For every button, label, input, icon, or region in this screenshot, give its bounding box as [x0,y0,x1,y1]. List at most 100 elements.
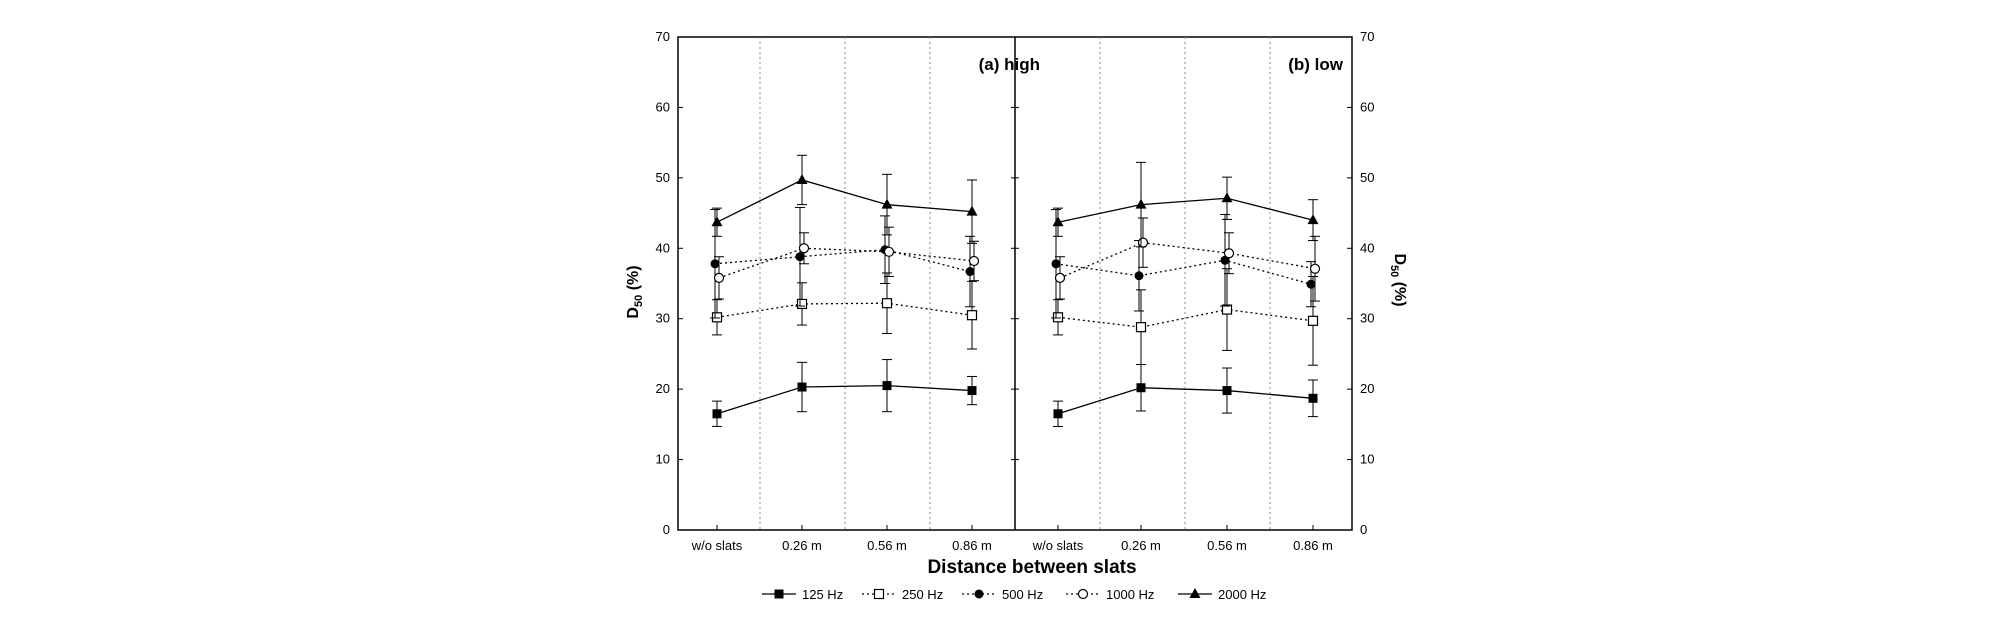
x-tick-label: 0.26 m [782,538,822,553]
data-point [1221,192,1233,203]
series-125-hz [712,359,977,427]
data-point [1136,383,1146,393]
data-point [798,243,810,254]
series-line [1055,259,1312,285]
y-tick-label-left: 70 [656,29,670,44]
x-tick-label: 0.86 m [1293,538,1333,553]
panel-a [710,154,980,427]
data-point [711,216,723,227]
x-axis: w/o slats 0.26 m 0.56 m 0.86 m w/o slats 0.26… [691,525,1333,553]
series-line [714,249,971,273]
y-tick-label-right: 40 [1360,240,1374,255]
series-line [1059,241,1316,279]
data-point [966,205,978,216]
x-tick-label: 0.56 m [867,538,907,553]
y-axis-label-right: D50 (%) [1388,253,1408,306]
y-tick-label-left: 60 [656,99,670,114]
series-line [716,384,973,415]
y-tick-label-right: 10 [1360,452,1374,467]
series-250-hz [1052,268,1319,366]
y-tick-label-right: 70 [1360,29,1374,44]
data-point [965,267,975,277]
data-point [1053,409,1063,419]
data-point [711,312,723,323]
data-point [1135,322,1147,333]
series-line [1057,308,1314,328]
data-point [883,246,895,257]
data-point [881,198,893,209]
data-point [1189,588,1201,598]
data-point [1306,279,1316,289]
series-2000-hz [1052,161,1319,248]
data-point [1077,588,1089,600]
data-point [796,173,808,184]
data-point [1221,304,1233,315]
panel-b-title: (b) low [1288,55,1344,74]
data-point [1307,214,1319,225]
data-point [1052,216,1064,227]
y-axis-label-left: D50 (%) [625,265,645,318]
data-point [1134,271,1144,281]
data-point [873,588,885,600]
data-point [968,255,980,267]
y-tick-label-left: 50 [656,170,670,185]
data-point [795,252,805,262]
data-point [1220,255,1230,265]
data-point [1308,393,1318,403]
data-point [1135,198,1147,209]
series-1000-hz [1054,217,1321,302]
y-tick-label-left: 10 [656,452,670,467]
data-point [710,259,720,269]
y-tick-label-left: 20 [656,381,670,396]
series-line [716,302,973,318]
data-point [881,298,893,309]
x-tick-label: 0.86 m [952,538,992,553]
data-point [774,589,784,599]
data-point [712,409,722,419]
plot-area [677,36,1353,531]
y-axis-left: 0 10 20 30 40 50 60 70 [656,29,1019,537]
data-point [796,298,808,310]
data-point [1052,312,1064,323]
data-point [882,381,892,391]
legend-label: 2000 Hz [1218,587,1266,602]
series-125-hz [1053,363,1318,427]
legend-label: 500 Hz [1002,587,1043,602]
data-point [1137,237,1149,248]
legend: 125 Hz 250 Hz 500 Hz 1000 Hz 2000 Hz [762,587,1266,602]
y-tick-label-left: 40 [656,240,670,255]
series-250-hz [711,272,978,350]
y-tick-label-right: 20 [1360,381,1374,396]
x-tick-label: 0.26 m [1121,538,1161,553]
series-500-hz [1051,209,1316,319]
data-point [974,589,984,599]
series-line [1057,387,1314,415]
x-axis-label: Distance between slats [927,557,1136,578]
panel-b [1051,161,1321,427]
y-tick-label-right: 60 [1360,99,1374,114]
data-point [1222,386,1232,396]
data-point [966,310,978,321]
panel-a-title: (a) high [979,55,1040,74]
data-point [1054,272,1066,283]
y-tick-label-left: 0 [663,522,670,537]
series-line [1057,197,1314,223]
data-point [1223,248,1235,259]
data-point [713,272,725,283]
data-point [1307,315,1319,326]
y-axis-right: 0 10 20 30 40 50 60 70 [1347,29,1374,537]
series-line [716,179,973,223]
series-2000-hz [711,154,978,244]
y-tick-label-right: 0 [1360,522,1367,537]
x-tick-label: w/o slats [1032,538,1084,553]
data-point [797,382,807,392]
data-point [967,386,977,396]
x-tick-label: w/o slats [691,538,743,553]
y-tick-label-right: 50 [1360,170,1374,185]
series-500-hz [710,206,975,319]
data-point [1051,259,1061,269]
data-point [1309,263,1321,274]
series-1000-hz [713,226,980,300]
y-tick-label-left: 30 [656,311,670,326]
